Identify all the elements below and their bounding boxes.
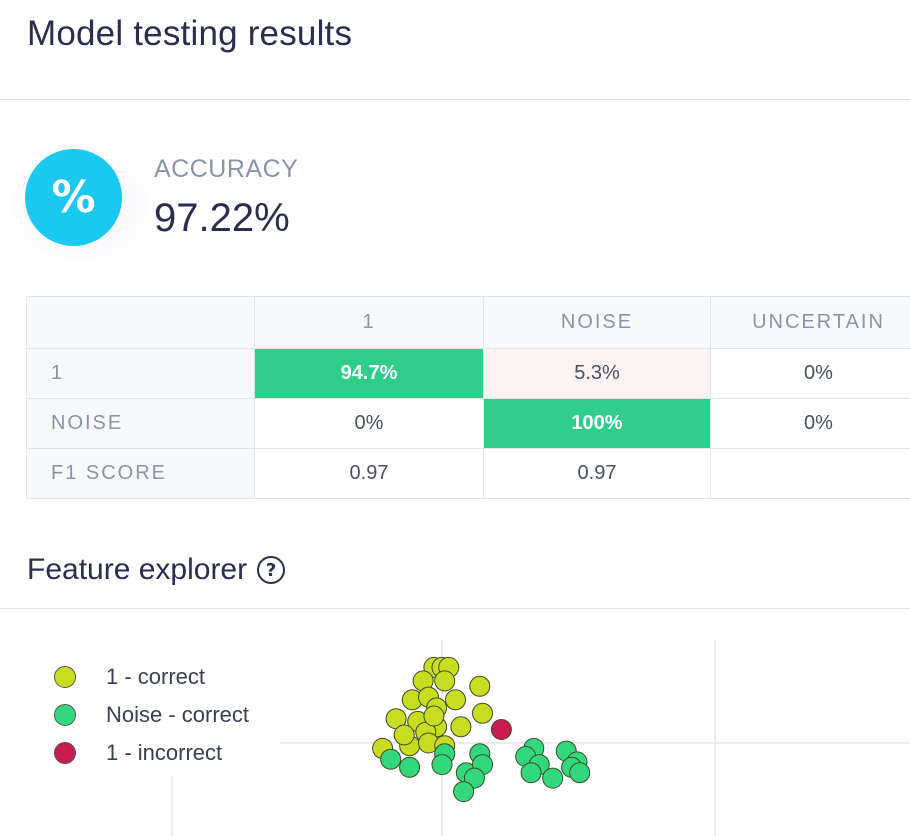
row-header-f1-score: F1 SCORE — [26, 448, 255, 499]
point-1-correct[interactable] — [393, 724, 415, 746]
percent-glyph: % — [51, 172, 96, 223]
scatter-points — [372, 656, 591, 803]
column-header-1: 1 — [254, 296, 484, 349]
scatter-legend: 1 - correct Noise - correct 1 - incorrec… — [54, 658, 249, 772]
column-header-noise: NOISE — [483, 296, 711, 349]
matrix-cell — [710, 448, 910, 499]
row-header-noise: NOISE — [26, 398, 255, 449]
point-1-correct[interactable] — [423, 705, 445, 727]
header-divider — [0, 99, 910, 100]
help-icon[interactable]: ? — [257, 556, 286, 584]
page-title: Model testing results — [27, 14, 353, 53]
percent-icon: % — [25, 149, 122, 246]
point-noise-correct[interactable] — [453, 781, 475, 803]
point-noise-correct[interactable] — [399, 756, 421, 778]
matrix-cell: 100% — [483, 398, 711, 449]
table-row: NOISE 0% 100% 0% — [26, 398, 910, 449]
legend-swatch — [54, 704, 76, 726]
point-noise-correct[interactable] — [431, 754, 453, 776]
point-noise-correct[interactable] — [542, 767, 564, 789]
table-row: F1 SCORE 0.97 0.97 — [26, 448, 910, 499]
matrix-cell: 0.97 — [483, 448, 711, 499]
point-noise-correct[interactable] — [520, 762, 542, 784]
point-noise-correct[interactable] — [569, 762, 591, 784]
feature-explorer-title: Feature explorer ? — [27, 553, 286, 587]
legend-label: 1 - incorrect — [106, 740, 223, 765]
legend-label: 1 - correct — [106, 664, 206, 689]
matrix-cell: 0% — [710, 348, 910, 399]
feature-scatter-plot[interactable] — [0, 610, 910, 836]
feature-explorer-label: Feature explorer — [27, 553, 248, 586]
matrix-cell: 94.7% — [254, 348, 484, 399]
point-1-incorrect[interactable] — [490, 719, 512, 740]
matrix-cell: 0.97 — [254, 448, 484, 499]
point-1-correct[interactable] — [445, 689, 466, 711]
legend-item[interactable]: 1 - incorrect — [54, 734, 249, 772]
help-glyph: ? — [265, 559, 277, 581]
matrix-cell: 5.3% — [483, 348, 711, 399]
table-row: 1 94.7% 5.3% 0% — [26, 348, 910, 399]
legend-swatch — [54, 666, 76, 688]
legend-item[interactable]: Noise - correct — [54, 696, 249, 734]
legend-item[interactable]: 1 - correct — [54, 658, 249, 696]
legend-swatch — [54, 742, 76, 764]
row-header-1: 1 — [26, 348, 255, 399]
point-1-correct[interactable] — [450, 716, 472, 738]
matrix-cell: 0% — [254, 398, 484, 449]
point-1-correct[interactable] — [472, 702, 493, 724]
confusion-corner — [26, 296, 255, 349]
accuracy-label: ACCURACY — [154, 155, 299, 183]
point-1-correct[interactable] — [434, 670, 456, 692]
accuracy-value: 97.22% — [154, 196, 290, 240]
confusion-header-row: 1 NOISE UNCERTAIN — [26, 296, 910, 349]
confusion-matrix: 1 NOISE UNCERTAIN 1 94.7% 5.3% 0% NOISE … — [26, 296, 910, 499]
section-divider — [0, 608, 910, 609]
legend-label: Noise - correct — [106, 702, 250, 727]
point-1-correct[interactable] — [469, 675, 491, 697]
point-noise-correct[interactable] — [380, 748, 402, 770]
column-header-uncertain: UNCERTAIN — [710, 296, 910, 349]
matrix-cell: 0% — [710, 398, 910, 449]
